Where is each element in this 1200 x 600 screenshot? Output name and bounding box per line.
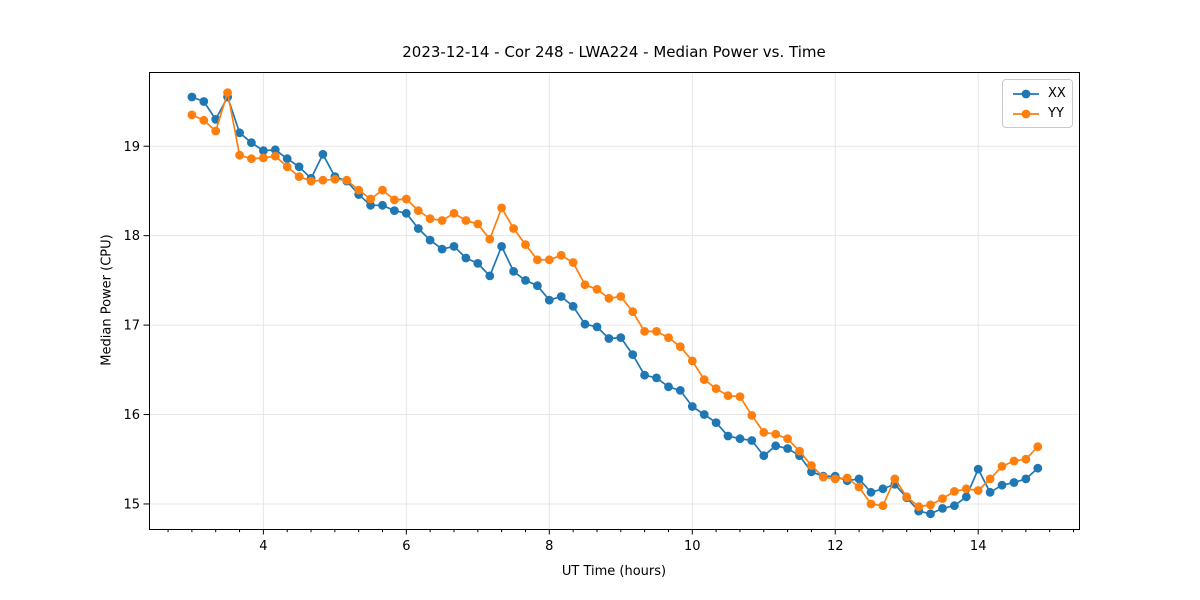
chart-title: 2023-12-14 - Cor 248 - LWA224 - Median P… <box>402 43 826 61</box>
svg-text:8: 8 <box>545 539 553 554</box>
legend-item-yy: YY <box>1003 106 1072 121</box>
legend-swatch-yy <box>1013 109 1039 118</box>
svg-text:4: 4 <box>259 539 267 554</box>
tick-labels: 4 6 8 10 12 14 15 16 17 18 19 <box>123 140 986 554</box>
axis-ticks <box>143 145 1075 535</box>
svg-text:19: 19 <box>123 140 140 155</box>
svg-text:16: 16 <box>123 408 140 423</box>
svg-text:17: 17 <box>123 319 140 334</box>
legend-label-xx: XX <box>1048 86 1066 101</box>
legend-swatch-xx <box>1013 89 1039 98</box>
series-yy <box>187 88 1043 511</box>
svg-text:14: 14 <box>970 539 987 554</box>
legend: XX YY <box>1002 79 1073 128</box>
svg-text:12: 12 <box>827 539 844 554</box>
x-axis-label: UT Time (hours) <box>561 564 667 579</box>
legend-item-xx: XX <box>1003 86 1072 101</box>
svg-text:18: 18 <box>123 229 140 244</box>
series-xx <box>187 92 1043 519</box>
svg-text:10: 10 <box>684 539 701 554</box>
svg-text:15: 15 <box>123 498 140 513</box>
axes-frame <box>149 72 1080 530</box>
gridlines <box>149 72 1079 529</box>
svg-text:6: 6 <box>402 539 410 554</box>
legend-label-yy: YY <box>1048 106 1064 121</box>
